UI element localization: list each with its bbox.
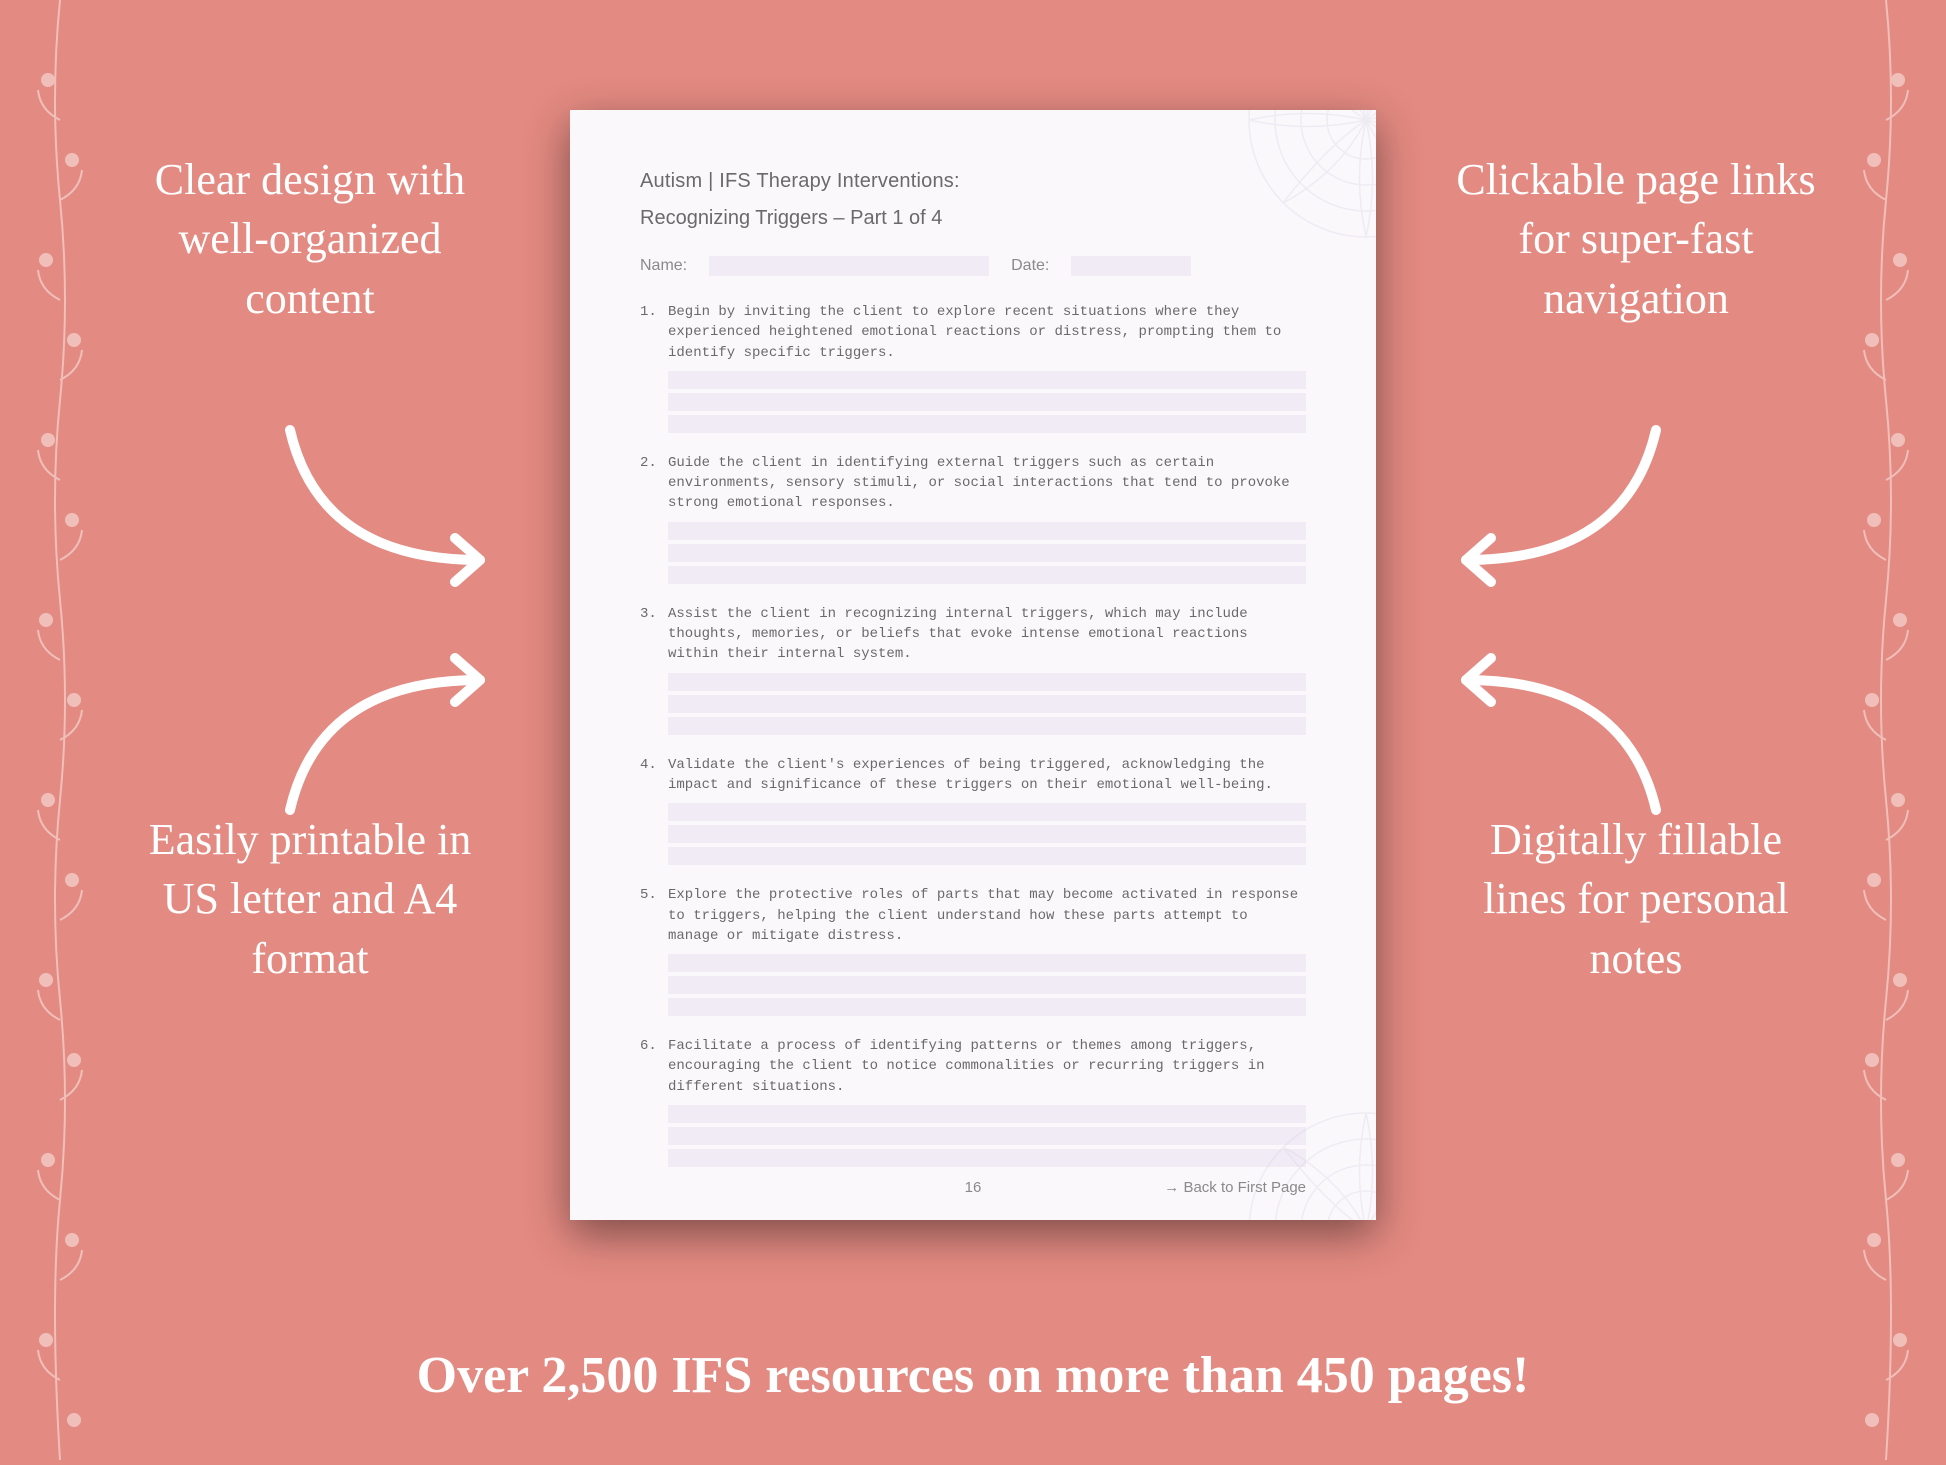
fill-line[interactable]	[668, 954, 1306, 972]
item-text: Validate the client's experiences of bei…	[668, 755, 1306, 796]
mandala-decoration-bottom	[1236, 1100, 1376, 1220]
name-label: Name:	[640, 257, 687, 275]
fill-line[interactable]	[668, 673, 1306, 691]
mandala-decoration-top	[1236, 110, 1376, 250]
fill-line[interactable]	[668, 1127, 1306, 1145]
fill-line[interactable]	[668, 803, 1306, 821]
page-heading-line2: Recognizing Triggers – Part 1 of 4	[640, 207, 1306, 230]
callout-bottom-left: Easily printable in US letter and A4 for…	[130, 810, 490, 988]
fill-line[interactable]	[668, 1105, 1306, 1123]
vine-svg-left	[20, 0, 100, 1460]
worksheet-item: 4.Validate the client's experiences of b…	[640, 755, 1306, 866]
item-text: Begin by inviting the client to explore …	[668, 302, 1306, 363]
vine-border-right	[1846, 0, 1926, 1460]
callout-top-left: Clear design with well-organized content	[130, 150, 490, 328]
arrow-top-right	[1426, 410, 1686, 610]
bottom-banner: Over 2,500 IFS resources on more than 45…	[0, 1346, 1946, 1405]
item-text: Facilitate a process of identifying patt…	[668, 1036, 1306, 1097]
items-list: 1.Begin by inviting the client to explor…	[640, 302, 1306, 1167]
item-number: 3.	[640, 604, 658, 665]
arrow-bottom-left	[260, 630, 520, 830]
item-text: Assist the client in recognizing interna…	[668, 604, 1306, 665]
worksheet-item: 3.Assist the client in recognizing inter…	[640, 604, 1306, 735]
fill-lines	[668, 522, 1306, 584]
fill-line[interactable]	[668, 695, 1306, 713]
item-number: 5.	[640, 885, 658, 946]
fill-lines	[668, 803, 1306, 865]
fill-lines	[668, 673, 1306, 735]
worksheet-item: 5.Explore the protective roles of parts …	[640, 885, 1306, 1016]
fill-line[interactable]	[668, 371, 1306, 389]
fill-lines	[668, 371, 1306, 433]
vine-border-left	[20, 0, 100, 1460]
worksheet-item: 2.Guide the client in identifying extern…	[640, 453, 1306, 584]
fill-line[interactable]	[668, 825, 1306, 843]
date-field[interactable]	[1071, 256, 1191, 276]
fill-line[interactable]	[668, 976, 1306, 994]
page-heading-line1: Autism | IFS Therapy Interventions:	[640, 170, 1306, 193]
fill-line[interactable]	[668, 522, 1306, 540]
fill-lines	[668, 1105, 1306, 1167]
worksheet-page: Autism | IFS Therapy Interventions: Reco…	[570, 110, 1376, 1220]
fill-line[interactable]	[668, 998, 1306, 1016]
fill-line[interactable]	[668, 1149, 1306, 1167]
fill-line[interactable]	[668, 415, 1306, 433]
name-field[interactable]	[709, 256, 989, 276]
worksheet-item: 1.Begin by inviting the client to explor…	[640, 302, 1306, 433]
callout-top-right: Clickable page links for super-fast navi…	[1456, 150, 1816, 328]
item-number: 4.	[640, 755, 658, 796]
arrow-bottom-right	[1426, 630, 1686, 830]
fill-line[interactable]	[668, 393, 1306, 411]
vine-svg-right	[1846, 0, 1926, 1460]
date-label: Date:	[1011, 257, 1049, 275]
item-number: 6.	[640, 1036, 658, 1097]
item-text: Explore the protective roles of parts th…	[668, 885, 1306, 946]
fill-line[interactable]	[668, 544, 1306, 562]
page-number: 16	[965, 1179, 982, 1196]
item-text: Guide the client in identifying external…	[668, 453, 1306, 514]
fill-line[interactable]	[668, 847, 1306, 865]
item-number: 2.	[640, 453, 658, 514]
fill-line[interactable]	[668, 717, 1306, 735]
page-footer: 16 → Back to First Page	[640, 1179, 1306, 1196]
callout-bottom-right: Digitally fillable lines for personal no…	[1456, 810, 1816, 988]
worksheet-item: 6.Facilitate a process of identifying pa…	[640, 1036, 1306, 1167]
fill-lines	[668, 954, 1306, 1016]
fill-line[interactable]	[668, 566, 1306, 584]
name-date-row: Name: Date:	[640, 256, 1306, 276]
arrow-top-left	[260, 410, 520, 610]
item-number: 1.	[640, 302, 658, 363]
back-to-first-page-link[interactable]: → Back to First Page	[1164, 1179, 1306, 1196]
